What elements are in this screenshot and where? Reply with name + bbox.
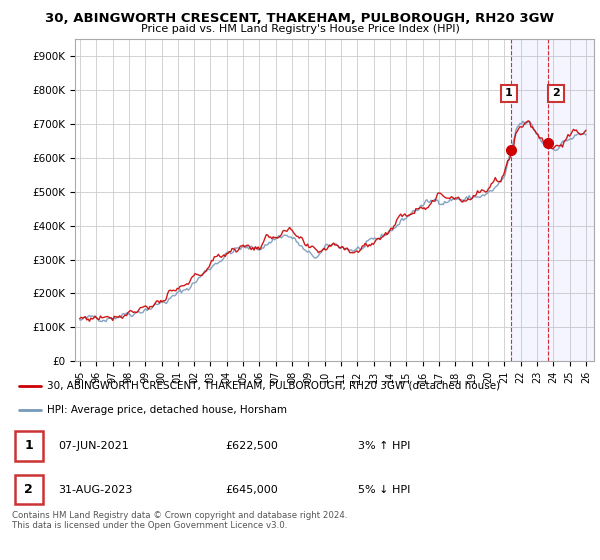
FancyBboxPatch shape (15, 475, 43, 505)
Text: 2: 2 (552, 88, 560, 99)
Text: 30, ABINGWORTH CRESCENT, THAKEHAM, PULBOROUGH, RH20 3GW: 30, ABINGWORTH CRESCENT, THAKEHAM, PULBO… (46, 12, 554, 25)
Text: 5% ↓ HPI: 5% ↓ HPI (358, 484, 410, 494)
Text: £645,000: £645,000 (225, 484, 278, 494)
Text: Contains HM Land Registry data © Crown copyright and database right 2024.
This d: Contains HM Land Registry data © Crown c… (12, 511, 347, 530)
Text: Price paid vs. HM Land Registry's House Price Index (HPI): Price paid vs. HM Land Registry's House … (140, 24, 460, 34)
Text: 1: 1 (25, 439, 33, 452)
Text: £622,500: £622,500 (225, 441, 278, 451)
Text: 31-AUG-2023: 31-AUG-2023 (58, 484, 133, 494)
Text: 1: 1 (505, 88, 513, 99)
Text: 3% ↑ HPI: 3% ↑ HPI (358, 441, 410, 451)
Text: 2: 2 (25, 483, 33, 496)
Text: HPI: Average price, detached house, Horsham: HPI: Average price, detached house, Hors… (47, 405, 287, 415)
Text: 07-JUN-2021: 07-JUN-2021 (58, 441, 129, 451)
Bar (548, 39, 594, 361)
Bar (511, 39, 548, 361)
FancyBboxPatch shape (15, 431, 43, 460)
Bar (548, 39, 594, 361)
Text: 30, ABINGWORTH CRESCENT, THAKEHAM, PULBOROUGH, RH20 3GW (detached house): 30, ABINGWORTH CRESCENT, THAKEHAM, PULBO… (47, 381, 500, 391)
